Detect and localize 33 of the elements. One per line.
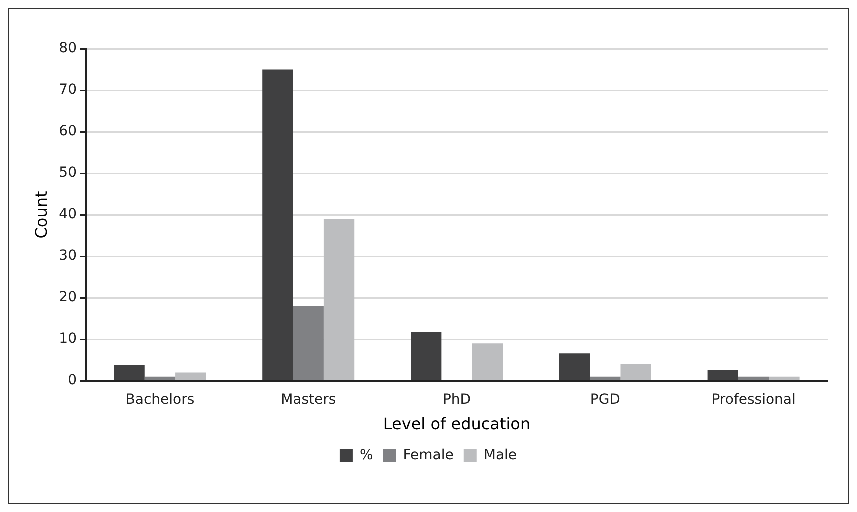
x-tick-label: Masters (281, 392, 336, 408)
bar (738, 376, 770, 380)
y-tick-label: 0 (68, 372, 78, 389)
bar (590, 376, 621, 380)
x-tick-label: Professional (712, 392, 796, 408)
legend-label: Male (484, 448, 518, 464)
bar (559, 354, 590, 380)
x-tick-label: PhD (442, 392, 472, 408)
bar (472, 344, 504, 380)
y-tick-label: 20 (59, 290, 78, 306)
bar (114, 365, 145, 380)
bar (411, 332, 442, 380)
y-tick-label: 80 (59, 40, 78, 57)
bar (620, 364, 652, 380)
bar (708, 370, 738, 380)
y-tick-label: 30 (59, 248, 78, 264)
bar (293, 306, 324, 380)
bar (324, 219, 355, 380)
y-tick-label: 50 (59, 165, 78, 182)
bar (769, 376, 800, 380)
bar (262, 70, 294, 380)
bar (176, 372, 206, 380)
y-tick-label: 40 (59, 206, 78, 223)
x-tick-label: PGD (590, 392, 620, 408)
y-tick-label: 70 (59, 82, 78, 98)
y-tick-label: 10 (59, 331, 78, 348)
x-tick-label: Bachelors (126, 392, 195, 408)
legend-label: % (360, 448, 374, 464)
bar (144, 376, 176, 380)
y-tick-label: 60 (59, 124, 78, 140)
legend-label: Female (403, 448, 454, 464)
y-axis-title: Count (32, 191, 51, 239)
x-axis-title: Level of education (383, 414, 531, 434)
